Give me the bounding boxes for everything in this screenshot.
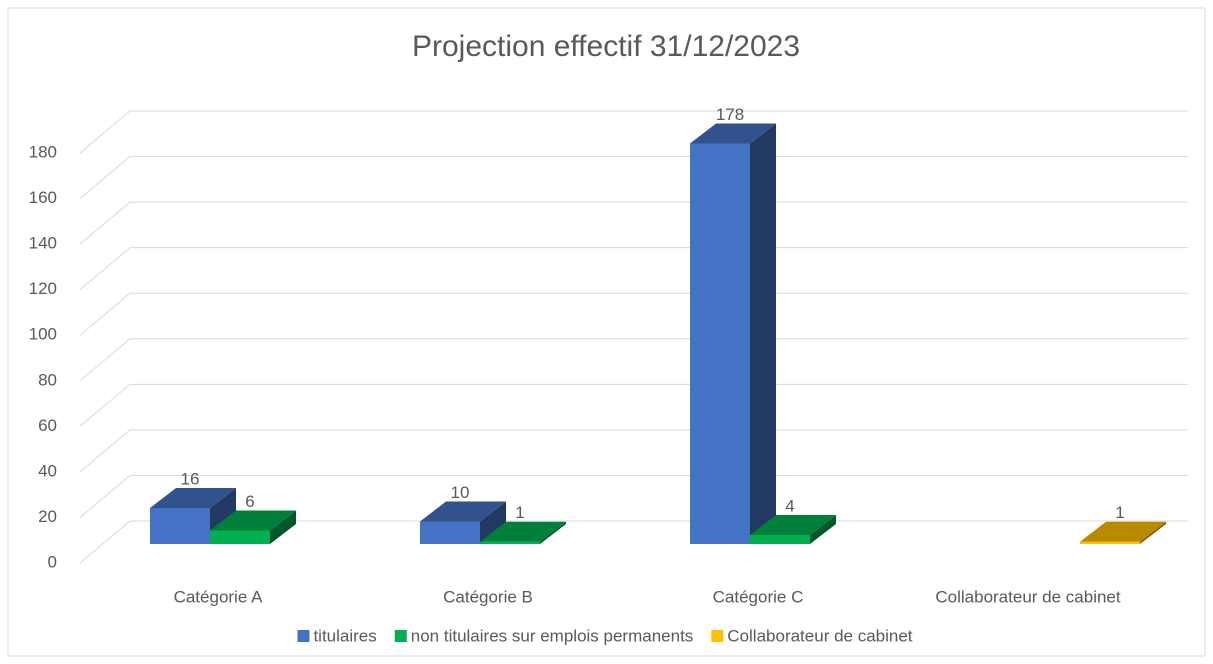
bar-side xyxy=(1140,521,1166,544)
x-tick-label: Catégorie C xyxy=(713,587,804,606)
bar xyxy=(690,143,750,544)
bar-side xyxy=(810,515,836,544)
bar-side xyxy=(750,123,776,544)
grid-line xyxy=(79,110,1188,154)
grid-line xyxy=(79,383,1188,427)
legend-label: titulaires xyxy=(313,626,376,645)
bar-top xyxy=(1080,521,1166,542)
chart-border xyxy=(7,7,1206,657)
data-label: 4 xyxy=(785,496,794,515)
legend-swatch xyxy=(711,630,724,642)
bar-top xyxy=(750,515,836,535)
y-tick-label: 140 xyxy=(29,234,57,253)
x-tick-label: Catégorie B xyxy=(443,587,533,606)
y-tick-label: 100 xyxy=(29,325,57,344)
bar xyxy=(210,530,270,544)
y-tick-label: 120 xyxy=(29,279,57,298)
bar-side xyxy=(480,501,506,544)
data-label: 178 xyxy=(716,105,744,124)
y-tick-label: 40 xyxy=(38,461,57,480)
y-tick-label: 160 xyxy=(29,188,57,207)
bar-top xyxy=(480,521,566,542)
y-tick-label: 0 xyxy=(48,552,57,571)
bar xyxy=(480,541,540,544)
y-tick-label: 60 xyxy=(38,416,57,435)
bar xyxy=(150,508,210,544)
legend-swatch xyxy=(394,630,407,642)
y-tick-label: 180 xyxy=(29,142,57,161)
grid-line xyxy=(79,474,1188,518)
bar-top xyxy=(150,488,236,508)
bar-top xyxy=(210,510,296,531)
x-tick-label: Collaborateur de cabinet xyxy=(935,587,1121,606)
grid-line xyxy=(79,429,1188,473)
data-label: 6 xyxy=(245,492,254,511)
grid-line xyxy=(79,156,1188,199)
legend-swatch xyxy=(297,630,310,642)
bar xyxy=(1080,541,1140,544)
data-label: 16 xyxy=(181,469,200,488)
legend-label: non titulaires sur emplois permanents xyxy=(411,626,694,645)
data-label: 1 xyxy=(515,503,524,522)
chart-title: Projection effectif 31/12/2023 xyxy=(412,30,800,63)
bar-top xyxy=(420,501,506,522)
bar-side xyxy=(270,510,296,544)
data-label: 1 xyxy=(1115,503,1124,522)
legend-label: Collaborateur de cabinet xyxy=(727,626,913,645)
y-tick-label: 80 xyxy=(38,370,57,389)
grid-line xyxy=(79,201,1188,245)
bar xyxy=(420,521,480,544)
bar xyxy=(750,535,810,544)
data-label: 10 xyxy=(451,483,470,502)
bar-side xyxy=(540,521,566,544)
grid-line xyxy=(79,247,1188,291)
grid-line xyxy=(79,292,1188,336)
y-tick-label: 20 xyxy=(38,507,57,526)
grid-line xyxy=(79,338,1188,382)
x-tick-label: Catégorie A xyxy=(174,587,263,606)
bar-top xyxy=(690,123,776,144)
